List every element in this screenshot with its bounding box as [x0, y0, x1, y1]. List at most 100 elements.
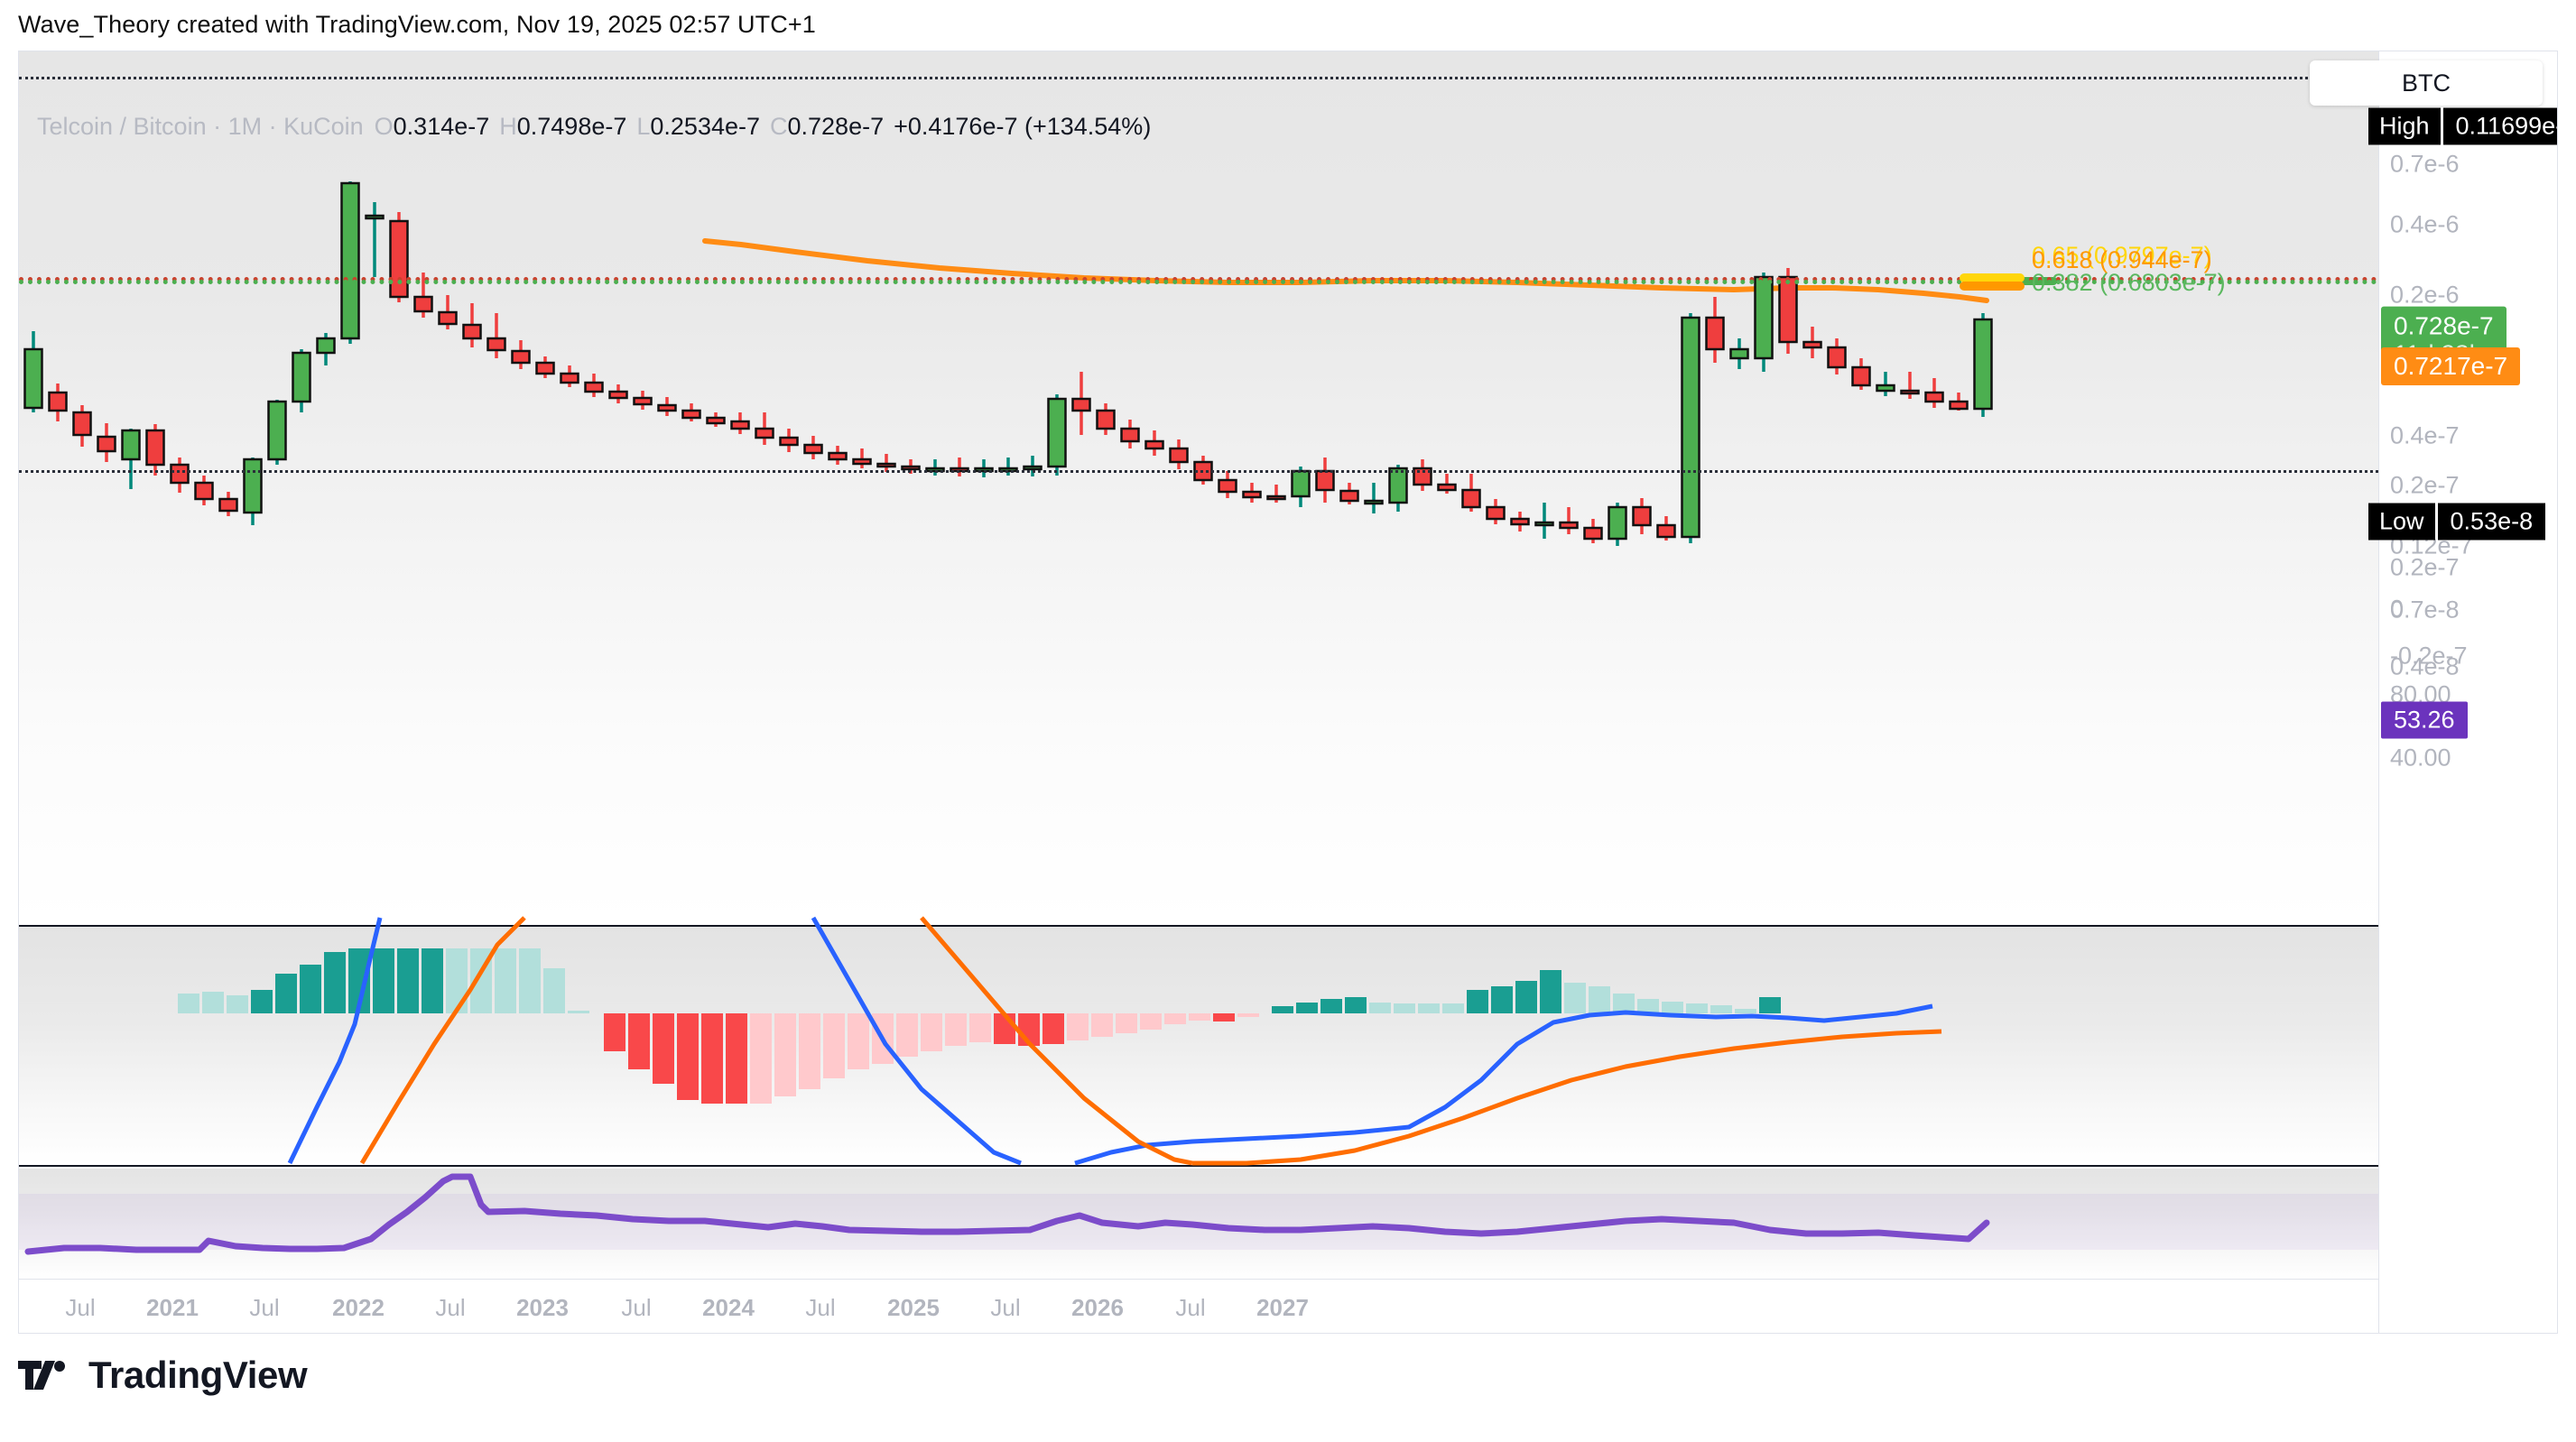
- low-badge-value: 0.53e-8: [2437, 503, 2546, 541]
- rsi-line: [24, 1173, 1990, 1255]
- macd-histogram-bar: [1042, 1013, 1064, 1044]
- candle-body: [1071, 397, 1091, 412]
- macd-histogram-bar: [568, 1011, 589, 1013]
- macd-histogram-bar: [848, 1013, 869, 1069]
- candle-body: [535, 361, 555, 375]
- moving-average-badge: 0.7217e-7: [2381, 347, 2521, 385]
- candle-body: [1242, 490, 1262, 499]
- macd-histogram-bar: [677, 1013, 699, 1100]
- macd-histogram-bar: [1637, 999, 1659, 1013]
- chart-frame[interactable]: 0.65 (0.9797e-7) 0.618 (0.944e-7) 0.382 …: [18, 51, 2558, 1334]
- macd-axis-tick: 0: [2390, 595, 2405, 623]
- candle-body: [657, 403, 677, 412]
- rsi-value-badge: 53.26: [2381, 701, 2468, 739]
- time-axis-label: Jul: [1175, 1294, 1206, 1321]
- candle-body: [1388, 467, 1408, 504]
- rsi-band: [19, 1194, 2378, 1250]
- price-axis-tick: 0.4e-6: [2390, 210, 2460, 238]
- macd-histogram-bar: [1735, 1009, 1756, 1013]
- candle-body: [1973, 318, 1993, 411]
- price-axis-tick: 0.2e-7: [2390, 471, 2460, 499]
- macd-histogram-bar: [945, 1013, 967, 1046]
- legend-high-key: H: [499, 113, 517, 140]
- candle-body: [1754, 275, 1774, 360]
- macd-histogram-bar: [1442, 1003, 1464, 1013]
- macd-histogram-bar: [251, 990, 273, 1013]
- candle-body: [145, 429, 165, 467]
- candle-body: [828, 451, 848, 461]
- chart-legend[interactable]: Telcoin / Bitcoin · 1M · KuCoin O 0.314e-…: [37, 113, 1151, 141]
- price-axis-tick: 0.4e-8: [2390, 652, 2460, 680]
- macd-series: [178, 916, 1942, 1166]
- candle-body: [1534, 521, 1554, 527]
- fib-065-marker: [1960, 273, 2025, 282]
- candle-body: [1486, 505, 1506, 521]
- candle-body: [462, 323, 482, 340]
- macd-histogram-bar: [422, 948, 443, 1013]
- price-pane[interactable]: 0.65 (0.9797e-7) 0.618 (0.944e-7) 0.382 …: [19, 51, 2378, 974]
- candle-body: [1315, 469, 1335, 492]
- last-price-value: 0.728e-7: [2394, 311, 2494, 340]
- time-axis-label: Jul: [249, 1294, 280, 1321]
- macd-histogram-bar: [446, 948, 468, 1013]
- macd-axis-tick: 0.2e-7: [2390, 553, 2460, 581]
- candle-body: [23, 347, 43, 410]
- time-axis[interactable]: Jul 2021 Jul 2022 Jul 2023 Jul 2024 Jul 2025 Jul 20…: [19, 1279, 2378, 1333]
- low-reference-line: [19, 470, 2378, 473]
- macd-axis-tick: -0.2e-7: [2390, 642, 2468, 670]
- tradingview-logo[interactable]: TradingView: [18, 1354, 308, 1397]
- macd-histogram-bar: [1091, 1013, 1113, 1037]
- candle-body: [1364, 499, 1384, 505]
- rsi-pane[interactable]: [19, 1169, 2378, 1279]
- candle-body: [1023, 465, 1042, 471]
- time-axis-label: Jul: [65, 1294, 96, 1321]
- candle-body: [779, 436, 799, 447]
- price-axis[interactable]: 0.7e-60.4e-60.2e-60.12e-60.4e-70.2e-70.1…: [2368, 51, 2557, 1333]
- time-axis-label: 2025: [887, 1294, 940, 1321]
- macd-histogram-bar: [799, 1013, 820, 1089]
- macd-histogram-bar: [628, 1013, 650, 1069]
- candle-body: [438, 310, 458, 326]
- candle-body: [755, 427, 774, 439]
- candle-body: [486, 337, 506, 352]
- candle-body: [340, 181, 360, 340]
- macd-histogram-bar: [921, 1013, 942, 1051]
- candlestick-series: [23, 181, 2057, 546]
- tradingview-wordmark: TradingView: [88, 1354, 308, 1396]
- candle-body: [1047, 397, 1067, 468]
- candle-body: [1169, 447, 1189, 464]
- macd-histogram-bar: [1564, 983, 1586, 1013]
- candle-body: [1510, 517, 1530, 526]
- macd-histogram-bar: [1662, 1002, 1683, 1013]
- candle-body: [560, 372, 579, 384]
- candle-body: [1120, 427, 1140, 443]
- price-axis-tick: 0.2e-6: [2390, 281, 2460, 309]
- candle-body: [170, 463, 190, 485]
- macd-histogram-bar: [1320, 999, 1342, 1013]
- macd-histogram-bar: [1491, 986, 1513, 1013]
- candle-body: [1608, 505, 1627, 541]
- macd-histogram-bar: [1759, 997, 1781, 1013]
- macd-histogram-bar: [495, 948, 516, 1013]
- macd-histogram-bar: [653, 1013, 674, 1084]
- time-axis-label: Jul: [805, 1294, 836, 1321]
- macd-histogram-bar: [1613, 994, 1635, 1013]
- macd-histogram-bar: [701, 1013, 723, 1104]
- candle-body: [1900, 389, 1920, 395]
- time-axis-label: 2027: [1256, 1294, 1309, 1321]
- macd-histogram-bar: [1116, 1013, 1137, 1033]
- fib-level-line-lower: [19, 280, 2378, 284]
- legend-open-key: O: [374, 113, 394, 140]
- candle-body: [608, 390, 628, 400]
- symbol-currency-box[interactable]: BTC: [2310, 60, 2543, 106]
- attribution-text: Wave_Theory created with TradingView.com…: [18, 11, 816, 38]
- candle-body: [1291, 469, 1311, 498]
- legend-close-key: C: [770, 113, 788, 140]
- time-axis-label: 2024: [702, 1294, 755, 1321]
- macd-pane[interactable]: [19, 916, 2378, 1167]
- price-axis-tick: 0.7e-6: [2390, 150, 2460, 178]
- macd-histogram-bar: [1467, 990, 1488, 1013]
- time-axis-label: Jul: [621, 1294, 652, 1321]
- macd-histogram-bar: [1686, 1003, 1708, 1013]
- time-axis-label: 2026: [1071, 1294, 1124, 1321]
